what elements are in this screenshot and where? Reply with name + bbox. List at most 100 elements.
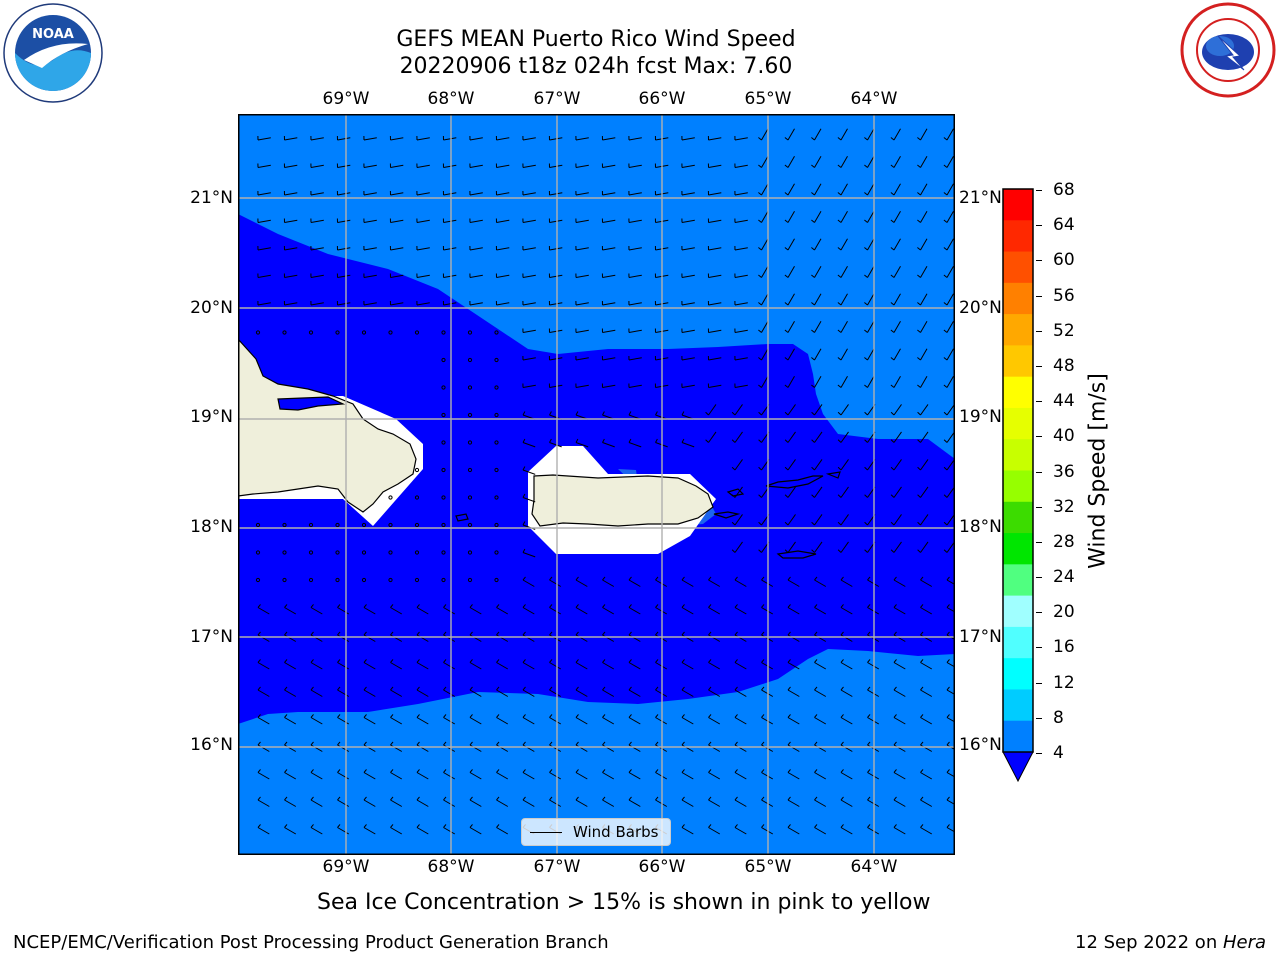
wind-barb (443, 631, 456, 642)
colorbar-cell (1003, 251, 1033, 284)
wind-barb (628, 438, 642, 448)
wind-barb (890, 541, 902, 553)
wind-barb (681, 163, 695, 168)
wind-barb (390, 604, 403, 615)
wind-barb (601, 355, 616, 361)
wind-barb (495, 245, 510, 251)
colorbar-cell (1003, 314, 1033, 346)
map-title-line2: 20220906 t18z 024h fcst Max: 7.60 (399, 54, 793, 79)
wind-barb (837, 183, 848, 196)
wind-barb (363, 686, 376, 697)
wind-barb (811, 486, 823, 498)
calm-wind-marker (308, 522, 314, 528)
lat-tick-left-17: 17°N (190, 627, 233, 647)
wind-barb (893, 741, 906, 752)
wind-barb (602, 631, 615, 642)
wind-barb (708, 769, 721, 780)
lon-tick-top-69: 69°W (322, 89, 370, 109)
wind-barb (284, 824, 297, 835)
wind-barb (867, 686, 880, 697)
wind-barb (893, 604, 906, 615)
calm-wind-marker (441, 550, 446, 555)
wind-barb (655, 576, 668, 587)
wind-barb (363, 631, 376, 642)
wind-barb (575, 273, 589, 278)
wind-barb (784, 155, 795, 168)
wind-barb (893, 796, 906, 807)
wind-barb (893, 659, 906, 670)
calm-wind-marker (494, 495, 499, 500)
wind-barb (758, 375, 769, 388)
wind-barb (416, 659, 429, 670)
wind-barb (655, 714, 668, 725)
calm-wind-marker (414, 467, 420, 473)
wind-barb (549, 769, 562, 780)
colorbar-cell (1003, 501, 1033, 534)
wind-barb (257, 300, 271, 306)
wind-barb (522, 273, 536, 278)
wind-barb (917, 183, 928, 196)
calm-wind-marker (441, 467, 446, 473)
calm-wind-marker (335, 522, 340, 528)
wind-barb (363, 300, 377, 306)
wind-barb (416, 163, 430, 168)
wind-barb (864, 348, 875, 361)
wind-barb (257, 604, 270, 615)
wind-barb (890, 320, 901, 333)
wind-barb (734, 714, 747, 725)
lon-tick-top-66: 66°W (638, 89, 686, 109)
calm-wind-marker (414, 522, 420, 528)
wind-barb (943, 348, 954, 361)
wind-barb (310, 631, 323, 642)
wind-barb (814, 796, 827, 807)
colorbar-tick-label: 4 (1053, 743, 1064, 763)
footer-branch: NCEP/EMC/Verification Post Processing Pr… (13, 932, 609, 953)
wind-barb (758, 238, 769, 251)
wind-barb (628, 218, 642, 223)
wind-barb (811, 293, 822, 306)
wind-barb (864, 320, 875, 333)
calm-wind-marker (308, 577, 314, 583)
wind-barb (469, 135, 483, 141)
wind-barb (943, 541, 955, 553)
wind-barb (864, 265, 875, 278)
wind-barb (628, 245, 642, 251)
wind-barb (548, 218, 563, 223)
calm-wind-marker (467, 357, 473, 363)
land-mona (455, 513, 469, 522)
wind-barb (390, 824, 403, 835)
wind-barb (917, 128, 928, 141)
wind-barb (416, 796, 429, 807)
wind-barb (758, 293, 769, 306)
wind-barb (469, 604, 482, 615)
noaa-logo: NOAA (2, 2, 104, 104)
wind-barb (549, 659, 562, 670)
wind-barb (602, 438, 615, 448)
lon-tick-top-68: 68°W (427, 89, 475, 109)
wind-barb (708, 741, 721, 752)
calm-wind-marker (335, 330, 340, 335)
wind-barb (522, 548, 536, 558)
lon-tick-bottom-68: 68°W (427, 857, 475, 877)
wind-barb (734, 328, 748, 333)
wind-barb (814, 576, 827, 587)
wind-barb (575, 631, 588, 642)
wind-barb (628, 741, 641, 752)
calm-wind-marker (361, 577, 367, 583)
wind-barb (708, 659, 721, 670)
wind-barb (867, 631, 880, 642)
wind-barb (784, 486, 796, 498)
wind-barb (257, 631, 270, 642)
wind-barb (837, 293, 848, 306)
wind-barb (522, 218, 536, 223)
wind-barb (628, 190, 642, 196)
colorbar-tick-mark (1036, 717, 1042, 719)
wind-barb (814, 686, 827, 697)
colorbar-tick-label: 8 (1053, 707, 1064, 728)
land-st-croix (776, 550, 817, 559)
wind-barb (601, 273, 616, 278)
colorbar-tick-label: 12 (1053, 672, 1075, 693)
wind-barb (840, 686, 853, 697)
wind-barb (601, 245, 616, 251)
wind-barb (602, 604, 615, 615)
